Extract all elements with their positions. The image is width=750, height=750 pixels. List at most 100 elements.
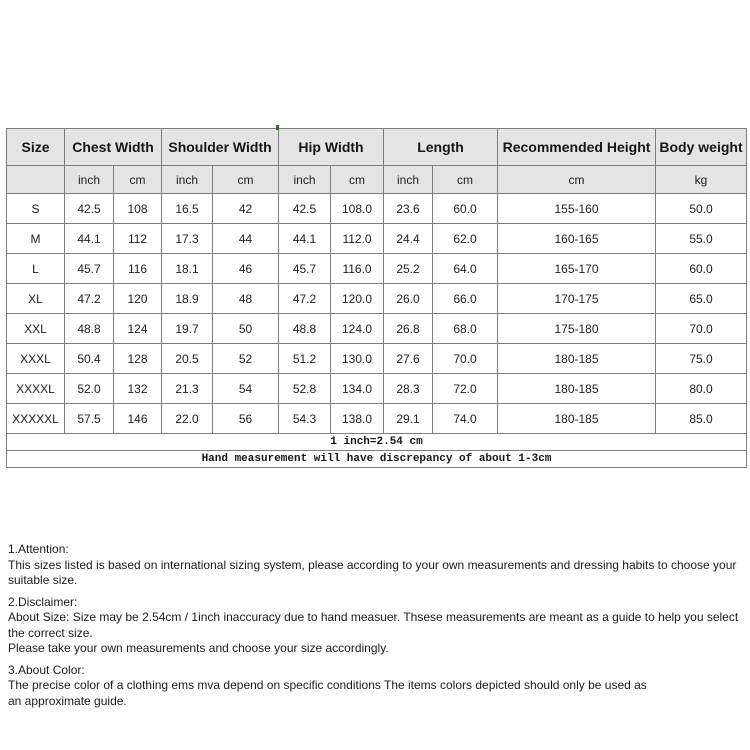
value-cell: 180-185: [497, 373, 657, 404]
value-cell: 52.8: [278, 373, 332, 404]
value-cell: 108: [112, 193, 163, 224]
value-cell: 80.0: [655, 373, 748, 404]
value-cell: 44.1: [64, 223, 114, 254]
value-cell: 116.0: [330, 253, 385, 284]
value-cell: 48.8: [278, 313, 332, 344]
column-header-length: Length: [383, 128, 499, 166]
table-row: XXXXL 52.0 132 21.3 54 52.8 134.0 28.3 72.0 180-1…: [6, 373, 748, 404]
value-cell: 42: [212, 193, 280, 224]
value-cell: 116: [112, 253, 163, 284]
value-cell: 138.0: [330, 403, 385, 434]
table-row: M 44.1 112 17.3 44 44.1 112.0 24.4 62.0 160-165 55…: [6, 223, 748, 254]
note-line: Please take your own measurements and ch…: [8, 641, 389, 655]
value-cell: 128: [112, 343, 163, 374]
value-cell: 57.5: [64, 403, 114, 434]
size-cell: XL: [6, 283, 65, 314]
value-cell: 23.6: [383, 193, 434, 224]
value-cell: 70.0: [432, 343, 499, 374]
value-cell: 165-170: [497, 253, 657, 284]
value-cell: 46: [212, 253, 280, 284]
value-cell: 21.3: [161, 373, 214, 404]
size-cell: XXXXXL: [6, 403, 65, 434]
value-cell: 18.9: [161, 283, 214, 314]
table-row: XXXL 50.4 128 20.5 52 51.2 130.0 27.6 70.0 180-18…: [6, 343, 748, 374]
value-cell: 146: [112, 403, 163, 434]
value-cell: 24.4: [383, 223, 434, 254]
size-chart-footnotes: 1 inch=2.54 cm Hand measurement will hav…: [5, 433, 748, 468]
value-cell: 65.0: [655, 283, 748, 314]
value-cell: 68.0: [432, 313, 499, 344]
column-header-shoulder-width: Shoulder Width: [161, 128, 280, 166]
value-cell: 47.2: [278, 283, 332, 314]
value-cell: 27.6: [383, 343, 434, 374]
unit-cell-length-inch: inch: [383, 165, 434, 194]
value-cell: 85.0: [655, 403, 748, 434]
column-header-recommended-height: Recommended Height: [497, 128, 657, 166]
value-cell: 120: [112, 283, 163, 314]
value-cell: 42.5: [278, 193, 332, 224]
table-row: XXL 48.8 124 19.7 50 48.8 124.0 26.8 68.0 175-180…: [6, 313, 748, 344]
value-cell: 22.0: [161, 403, 214, 434]
table-row: S 42.5 108 16.5 42 42.5 108.0 23.6 60.0 155-160 50…: [6, 193, 748, 224]
value-cell: 112: [112, 223, 163, 254]
unit-cell-height-cm: cm: [497, 165, 657, 194]
note-line: an approximate guide.: [8, 693, 127, 708]
group-header-row: Size Chest Width Shoulder Width Hip Widt…: [6, 128, 748, 166]
value-cell: 62.0: [432, 223, 499, 254]
note-line: This sizes listed is based on internatio…: [8, 557, 737, 588]
note-block: 1.Attention: This sizes listed is based o…: [8, 542, 746, 589]
value-cell: 50.4: [64, 343, 114, 374]
size-cell: M: [6, 223, 65, 254]
unit-header-row: inch cm inch cm inch cm inch cm cm kg: [6, 165, 748, 194]
footnote-inch-conversion: 1 inch=2.54 cm: [5, 433, 748, 451]
unit-cell-chest-inch: inch: [64, 165, 114, 194]
value-cell: 25.2: [383, 253, 434, 284]
footnote-row: Hand measurement will have discrepancy o…: [5, 450, 748, 468]
size-cell: XXXL: [6, 343, 65, 374]
unit-cell-chest-cm: cm: [112, 165, 163, 194]
value-cell: 20.5: [161, 343, 214, 374]
table-row: XL 47.2 120 18.9 48 47.2 120.0 26.0 66.0 170-175 6…: [6, 283, 748, 314]
column-header-body-weight: Body weight: [655, 128, 748, 166]
size-chart-header: Size Chest Width Shoulder Width Hip Widt…: [6, 128, 748, 194]
value-cell: 45.7: [278, 253, 332, 284]
value-cell: 51.2: [278, 343, 332, 374]
value-cell: 26.0: [383, 283, 434, 314]
value-cell: 180-185: [497, 343, 657, 374]
value-cell: 75.0: [655, 343, 748, 374]
size-chart-body: S 42.5 108 16.5 42 42.5 108.0 23.6 60.0 155-160 50…: [6, 193, 748, 434]
note-heading: 1.Attention:: [8, 542, 69, 556]
green-pixel-artifact: [276, 125, 279, 130]
value-cell: 47.2: [64, 283, 114, 314]
unit-cell-weight-kg: kg: [655, 165, 748, 194]
note-line: The precise color of a clothing ems mva …: [8, 678, 647, 692]
value-cell: 16.5: [161, 193, 214, 224]
value-cell: 54.3: [278, 403, 332, 434]
note-line: About Size: Size may be 2.54cm / 1inch i…: [8, 610, 739, 640]
value-cell: 112.0: [330, 223, 385, 254]
value-cell: 48: [212, 283, 280, 314]
value-cell: 29.1: [383, 403, 434, 434]
size-cell: S: [6, 193, 65, 224]
value-cell: 60.0: [655, 253, 748, 284]
value-cell: 175-180: [497, 313, 657, 344]
value-cell: 18.1: [161, 253, 214, 284]
value-cell: 134.0: [330, 373, 385, 404]
value-cell: 108.0: [330, 193, 385, 224]
notes-section: 1.Attention: This sizes listed is based o…: [8, 542, 746, 715]
value-cell: 180-185: [497, 403, 657, 434]
table-row: XXXXXL 57.5 146 22.0 56 54.3 138.0 29.1 74.0 180-…: [6, 403, 748, 434]
footnote-row: 1 inch=2.54 cm: [5, 433, 748, 451]
unit-cell-shoulder-cm: cm: [212, 165, 280, 194]
size-cell: XXL: [6, 313, 65, 344]
value-cell: 60.0: [432, 193, 499, 224]
column-header-size: Size: [6, 128, 65, 166]
value-cell: 56: [212, 403, 280, 434]
unit-cell-empty: [6, 165, 65, 194]
value-cell: 170-175: [497, 283, 657, 314]
unit-cell-hip-cm: cm: [330, 165, 385, 194]
value-cell: 44: [212, 223, 280, 254]
value-cell: 17.3: [161, 223, 214, 254]
value-cell: 155-160: [497, 193, 657, 224]
